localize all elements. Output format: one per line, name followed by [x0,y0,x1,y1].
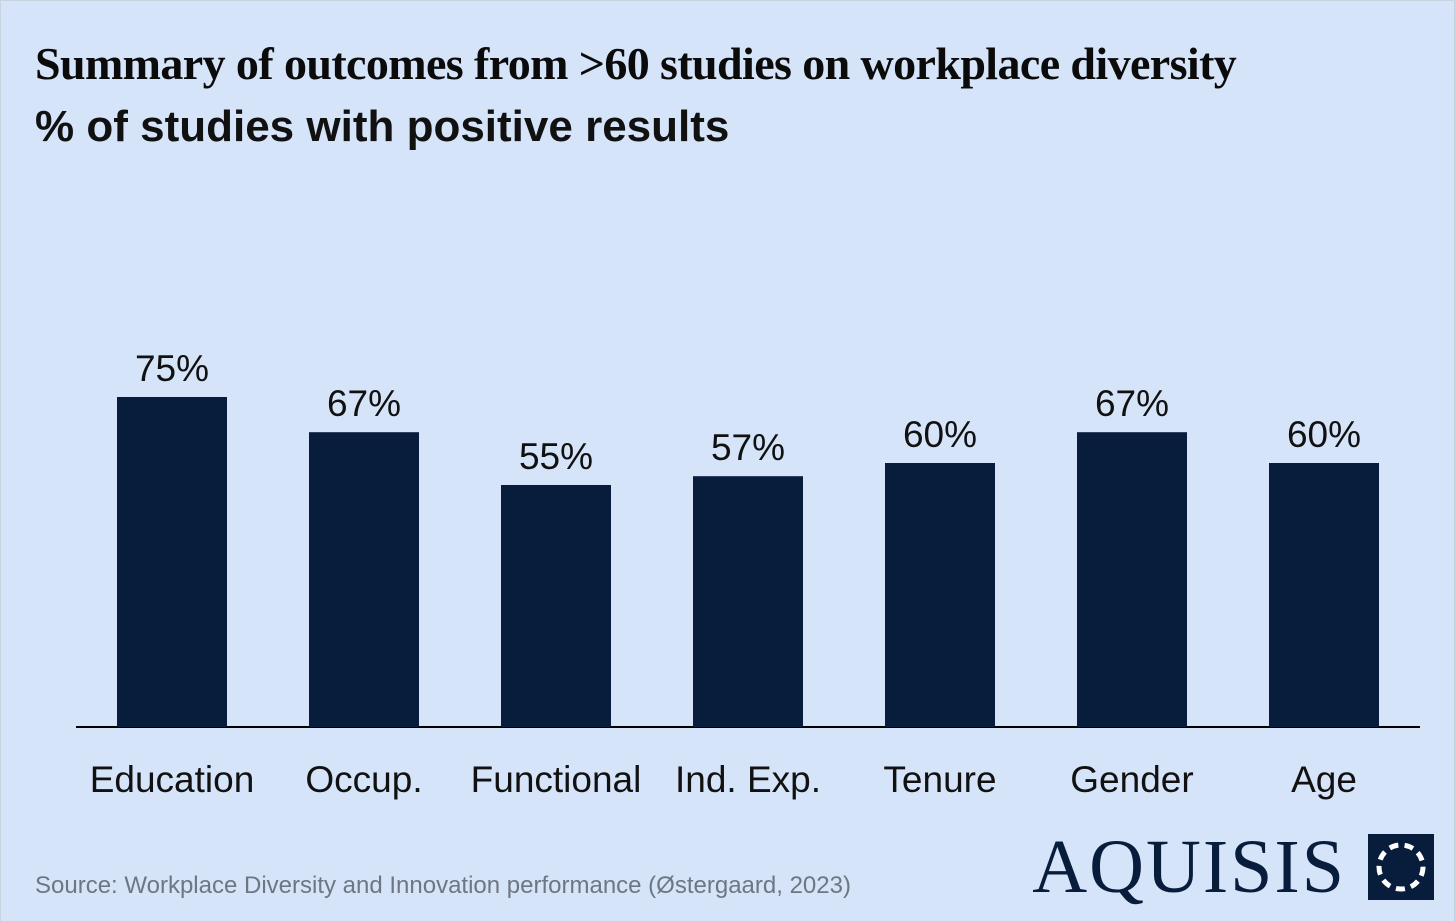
bar-value-label: 57% [711,427,785,468]
source-note: Source: Workplace Diversity and Innovati… [35,872,851,899]
brand-logo: AQUISIS [1032,829,1434,905]
category-tick-label: Education [90,759,255,800]
bar-gender [1077,432,1187,727]
bar-ind-exp [693,476,803,727]
chart-title: Summary of outcomes from >60 studies on … [35,38,1237,89]
bar-value-label: 60% [1287,414,1361,455]
category-tick-label: Occup. [305,759,422,800]
brand-name: AQUISIS [1032,825,1346,909]
bar-education [117,397,227,727]
chart-subtitle: % of studies with positive results [35,102,730,151]
bar-occup [309,432,419,727]
category-tick-label: Tenure [883,759,996,800]
bar-value-label: 75% [135,348,209,389]
bar-value-label: 60% [903,414,977,455]
bar-value-label: 67% [1095,383,1169,424]
bar-value-label: 55% [519,436,593,477]
dashed-circle-square-icon [1368,834,1434,900]
bar-chart: 75% Education 67% Occup. 55% Functional 57% Ind… [76,348,1420,800]
category-tick-label: Functional [471,759,642,800]
category-tick-label: Ind. Exp. [675,759,821,800]
bar-tenure [885,463,995,727]
bar-age [1269,463,1379,727]
category-tick-label: Gender [1070,759,1193,800]
bar-value-label: 67% [327,383,401,424]
bar-functional [501,485,611,727]
category-tick-label: Age [1291,759,1357,800]
